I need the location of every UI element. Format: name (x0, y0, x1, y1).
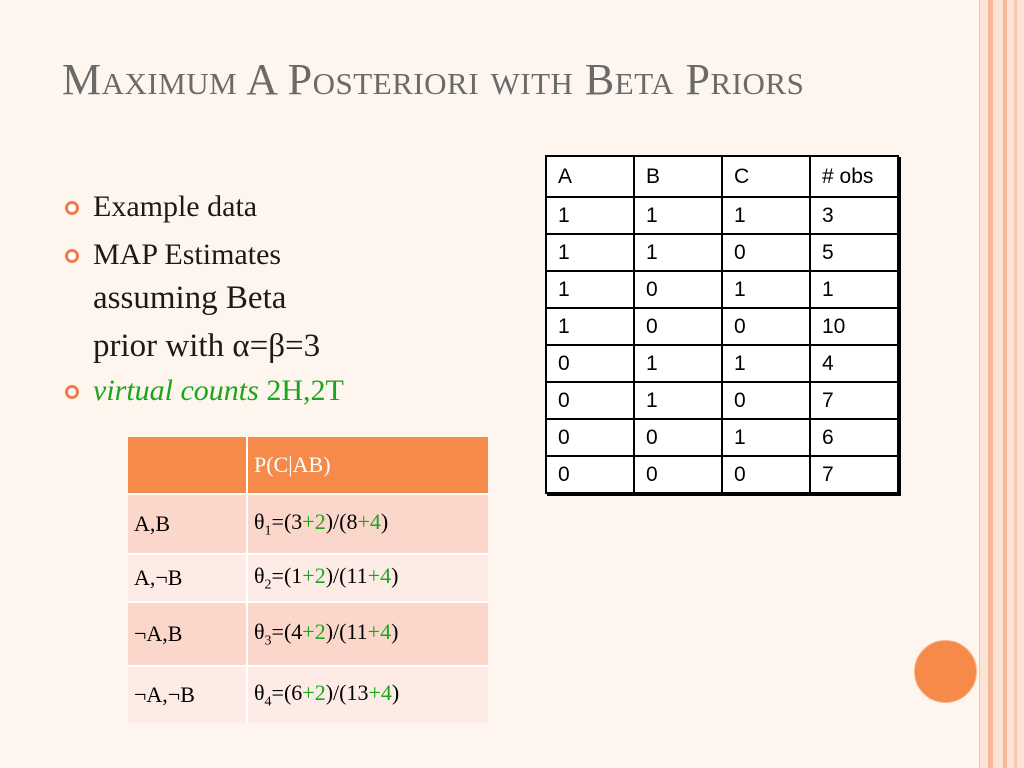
bullet-list: Example data MAP Estimates assuming Beta… (62, 188, 442, 410)
table-cell: 4 (809, 344, 899, 383)
table-cell: 1 (633, 381, 723, 420)
bullet-text: Example data (93, 190, 258, 223)
decor-stripe (979, 0, 1024, 768)
table-row: 1 0 1 1 (545, 270, 899, 309)
observations-table: A B C # obs 1 1 1 3 1 1 0 5 1 0 1 1 1 0 … (545, 155, 899, 494)
table-cell: 1 (633, 196, 723, 235)
table-cell: 0 (545, 418, 635, 457)
map-estimates-table: P(C|AB) A,B θ1=(3+2)/(8+4) A,¬B θ2=(1+2)… (128, 437, 488, 723)
decor-stripe (1003, 0, 1007, 768)
bullet-text: MAP Estimates (93, 238, 282, 271)
table-cell: 3 (809, 196, 899, 235)
table-cell: 0 (721, 455, 811, 494)
table-row: ¬A,¬B θ4=(6+2)/(13+4) (128, 665, 488, 723)
table-cell: 1 (545, 270, 635, 309)
table-cell: 0 (721, 233, 811, 272)
table-row: 0 1 1 4 (545, 344, 899, 383)
table-cell: 1 (721, 270, 811, 309)
table-cell: 0 (633, 307, 723, 346)
decor-stripe (988, 0, 993, 768)
table-row: 1 1 1 3 (545, 196, 899, 235)
table-cell: 0 (721, 307, 811, 346)
table-cell: 10 (809, 307, 899, 346)
decor-stripe (1014, 0, 1017, 768)
bullet-icon (65, 249, 79, 263)
table-header-row: P(C|AB) (128, 437, 488, 494)
table-header-cell: A (545, 155, 635, 198)
table-cell: 1 (721, 344, 811, 383)
table-cell: 1 (545, 307, 635, 346)
table-cell: 5 (809, 233, 899, 272)
table-cell: 7 (809, 455, 899, 494)
decor-circle-icon (914, 640, 977, 703)
table-cell: 0 (545, 344, 635, 383)
condition-cell: ¬A,¬B (128, 665, 248, 723)
table-header-cell (128, 437, 248, 494)
table-cell: 1 (721, 196, 811, 235)
condition-cell: A,B (128, 493, 248, 554)
table-cell: 0 (545, 455, 635, 494)
table-cell: 0 (633, 455, 723, 494)
slide-title: Maximum A Posteriori with Beta Priors (62, 55, 805, 104)
table-row: 1 1 0 5 (545, 233, 899, 272)
table-header-cell: # obs (809, 155, 899, 198)
table-header-cell: B (633, 155, 723, 198)
bullet-icon (65, 385, 79, 399)
table-header-cell: C (721, 155, 811, 198)
estimate-cell: θ3=(4+2)/(11+4) (247, 601, 488, 666)
table-cell: 0 (545, 381, 635, 420)
table-cell: 1 (809, 270, 899, 309)
table-row: 0 0 1 6 (545, 418, 899, 457)
bullet-example-data: Example data (62, 188, 442, 226)
bullet-text-italic: virtual counts (93, 374, 259, 407)
estimate-cell: θ1=(3+2)/(8+4) (247, 493, 488, 554)
table-row: 0 1 0 7 (545, 381, 899, 420)
bullet-icon (65, 201, 79, 215)
slide-canvas: Maximum A Posteriori with Beta Priors Ex… (0, 0, 980, 768)
table-row: A,B θ1=(3+2)/(8+4) (128, 493, 488, 554)
table-header-cell: P(C|AB) (247, 437, 488, 494)
estimate-cell: θ4=(6+2)/(13+4) (247, 665, 488, 723)
table-row: A,¬B θ2=(1+2)/(11+4) (128, 553, 488, 602)
table-cell: 1 (721, 418, 811, 457)
table-row: 1 0 0 10 (545, 307, 899, 346)
bullet-map-estimates: MAP Estimates assuming Beta prior with α… (62, 236, 442, 370)
table-row: 0 0 0 7 (545, 455, 899, 494)
table-cell: 0 (633, 418, 723, 457)
table-cell: 6 (809, 418, 899, 457)
bullet-virtual-counts: virtual counts 2H,2T (62, 372, 442, 410)
table-row: ¬A,B θ3=(4+2)/(11+4) (128, 601, 488, 666)
table-cell: 1 (545, 196, 635, 235)
table-cell: 1 (633, 344, 723, 383)
condition-cell: ¬A,B (128, 601, 248, 666)
bullet-text: 2H,2T (258, 374, 344, 407)
table-header-row: A B C # obs (545, 155, 899, 198)
table-cell: 1 (633, 233, 723, 272)
table-cell: 7 (809, 381, 899, 420)
table-cell: 1 (545, 233, 635, 272)
bullet-text: assuming Beta (93, 280, 287, 316)
table-cell: 0 (633, 270, 723, 309)
table-cell: 0 (721, 381, 811, 420)
estimate-cell: θ2=(1+2)/(11+4) (247, 553, 488, 602)
condition-cell: A,¬B (128, 553, 248, 602)
bullet-text: prior with α=β=3 (93, 328, 321, 364)
